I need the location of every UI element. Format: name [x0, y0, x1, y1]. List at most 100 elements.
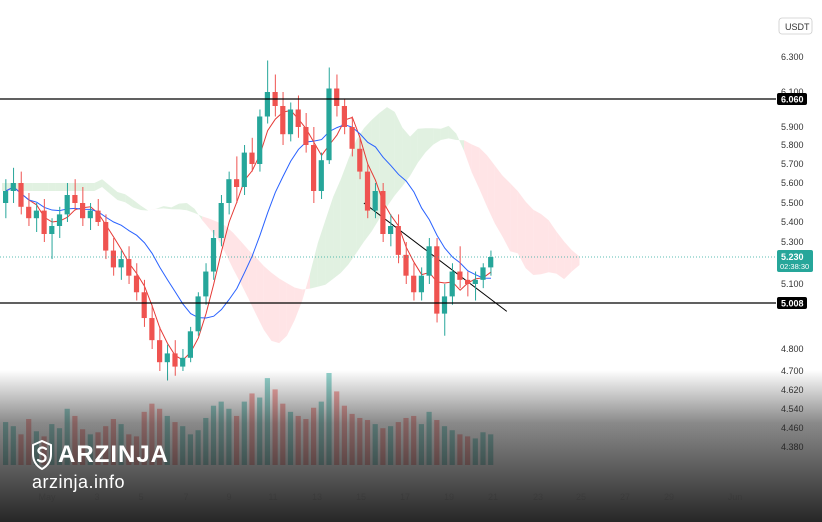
cloud-segment: [548, 220, 557, 274]
cloud-segment: [317, 220, 326, 287]
cloud-segment: [556, 231, 565, 280]
candle-body: [287, 109, 294, 135]
candle-body: [49, 226, 55, 234]
cloud-segment: [571, 250, 580, 272]
volume-bar: [164, 415, 170, 465]
cloud-segment: [102, 179, 110, 194]
volume-bar: [141, 411, 147, 465]
kijun-line: [5, 124, 491, 319]
price-tick-label: 5.400: [781, 217, 804, 227]
cloud-segment: [140, 205, 149, 211]
cloud-segment: [456, 133, 464, 151]
volume-bar: [441, 426, 448, 465]
volume-bar: [126, 434, 132, 465]
candle-body: [465, 279, 471, 284]
cloud-segment: [440, 125, 449, 140]
price-tick-label: 4.540: [781, 404, 804, 414]
candle-body: [110, 250, 116, 268]
candle-body: [457, 271, 463, 280]
cloud-segment: [471, 144, 480, 189]
candle-body: [326, 88, 332, 161]
price-axis[interactable]: USDT 6.300 6.100 5.900 5.800 5.700 5.600 5.500 5…: [776, 0, 822, 522]
cloud-segment: [448, 125, 457, 140]
cloud-segment: [156, 206, 164, 209]
volume-bar: [149, 403, 155, 465]
volume-bar: [103, 426, 109, 465]
cloud-segment: [379, 107, 387, 219]
candle-body: [234, 179, 240, 187]
cloud-segment: [494, 165, 503, 237]
time-tick-label: 11: [268, 492, 277, 502]
cloud-segment: [525, 201, 534, 275]
time-tick-label: 23: [533, 492, 543, 502]
candle-body: [472, 279, 478, 284]
price-tick-label: 5.900: [781, 122, 804, 132]
candle-body: [426, 246, 432, 276]
candle-body: [488, 257, 494, 268]
candle-body: [449, 271, 455, 297]
cloud-segment: [233, 232, 241, 284]
volume-bar: [195, 430, 201, 465]
volume-bar: [426, 411, 432, 465]
candle-body: [257, 116, 263, 164]
cloud-segment: [225, 225, 233, 269]
volume-bar: [349, 413, 355, 465]
volume-bar: [395, 422, 401, 465]
volume-bar: [226, 408, 232, 465]
volume-bar: [280, 403, 286, 465]
candle-body: [64, 195, 70, 215]
candle-body: [10, 183, 16, 191]
currency-label: USDT: [785, 22, 810, 32]
volume-bar: [480, 432, 486, 465]
volume-bar: [295, 415, 301, 465]
candle-body: [395, 226, 401, 255]
price-tick-label: 5.600: [781, 178, 804, 188]
candle-body: [95, 210, 101, 222]
cloud-segment: [256, 257, 264, 330]
volume-bar: [133, 436, 140, 465]
cloud-segment: [94, 179, 103, 191]
volume-bar: [157, 408, 163, 465]
cloud-segment: [271, 272, 280, 344]
volume-bar: [372, 424, 378, 465]
candle-body: [388, 226, 394, 234]
volume-bar: [72, 415, 78, 465]
cloud-segment: [417, 128, 426, 163]
volume-bar: [80, 429, 86, 465]
candle-body: [218, 203, 224, 238]
candle-body: [341, 106, 347, 127]
candle-body: [26, 206, 32, 219]
time-axis[interactable]: May 3 5 7 9 11 13 15 17 19 21 23 25 27 29 Jun: [38, 492, 742, 502]
cloud-segment: [340, 158, 349, 273]
cloud-segment: [179, 203, 187, 211]
candle-body: [172, 353, 178, 367]
volume-bar: [234, 415, 240, 465]
candle-body: [249, 152, 255, 164]
volume-bar: [341, 405, 347, 465]
cloud-segment: [502, 175, 511, 252]
cloud-segment: [279, 278, 287, 344]
volume-bar: [26, 419, 32, 465]
volume-bar: [472, 438, 478, 465]
volume-bar: [10, 426, 16, 465]
candle-body: [118, 259, 124, 268]
cloud-segment: [464, 140, 472, 173]
cloud-segment: [163, 206, 172, 210]
candle-body: [411, 275, 417, 293]
price-tick-label: 6.300: [781, 52, 804, 62]
cloud-segment: [132, 199, 141, 211]
candle-body: [295, 109, 301, 127]
cloud-segment: [348, 140, 357, 265]
cloud-segment: [194, 208, 203, 221]
candle-body: [434, 246, 440, 314]
volume-bar: [95, 432, 101, 465]
volume-bar: [56, 428, 63, 465]
candle-body: [33, 210, 39, 219]
volume-bar: [241, 401, 247, 465]
volume-bar: [210, 405, 217, 465]
candle-body: [303, 127, 309, 145]
volume-bar: [87, 434, 93, 465]
candle-body: [72, 195, 78, 203]
cloud-segment: [86, 183, 95, 191]
